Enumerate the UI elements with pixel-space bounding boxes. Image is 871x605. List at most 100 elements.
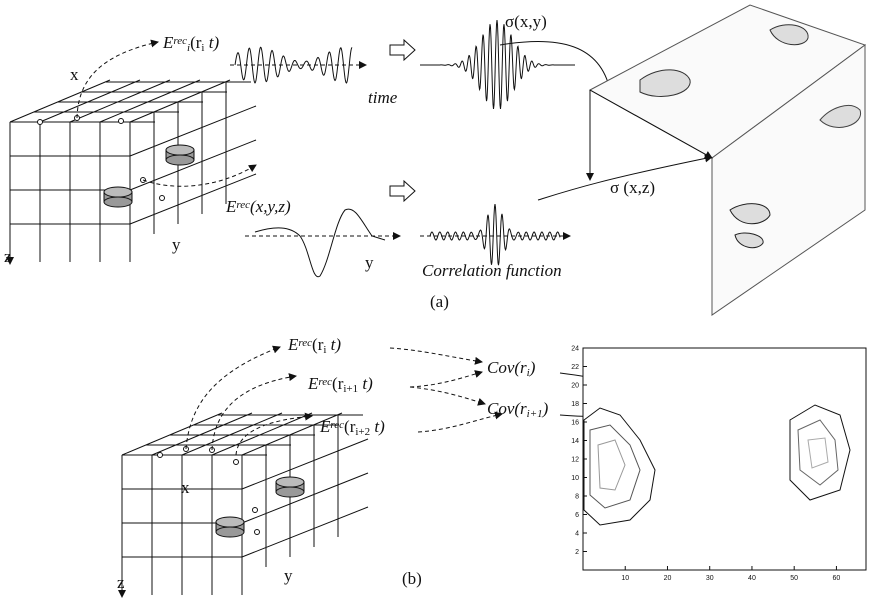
x-tick-label: 60 [833, 575, 841, 582]
line [100, 80, 200, 122]
formula-part: Cov [487, 358, 515, 377]
formula-part: rec [236, 199, 250, 211]
formula-part: t) [204, 33, 219, 52]
formula-part: E [162, 33, 174, 52]
panel-label: (a) [430, 292, 449, 311]
formula-part: t) [358, 374, 373, 393]
formula-part: ) [529, 358, 536, 377]
hollow-arrow [390, 181, 415, 201]
waveform [420, 20, 575, 109]
figure: 10203040506024681012141618202224Ereci(ri… [0, 0, 871, 605]
formula-part: (r [514, 399, 527, 418]
axis-label: x [70, 65, 79, 84]
dashed-arrow [410, 372, 482, 387]
formula-part: rec [330, 419, 344, 431]
y-tick-label: 20 [571, 383, 579, 390]
covariance-label: Cov(ri+1) [487, 399, 549, 420]
node [253, 508, 258, 513]
y-tick-label: 2 [575, 549, 579, 556]
node [119, 119, 124, 124]
axis-label: y [284, 566, 293, 585]
formula-part: rec [318, 376, 332, 388]
line [212, 413, 312, 455]
node [255, 530, 260, 535]
signal-label: Ereci(ri t) [162, 33, 219, 54]
y-tick-label: 18 [571, 401, 579, 408]
formula-part: (r [344, 417, 356, 436]
y-tick-label: 12 [571, 457, 579, 464]
line [242, 507, 368, 557]
y-tick-label: 10 [571, 475, 579, 482]
y-tick-label: 24 [571, 346, 579, 353]
node [160, 196, 165, 201]
cylinder [216, 527, 244, 537]
y-tick-label: 16 [571, 420, 579, 427]
formula-part: (r [312, 335, 324, 354]
signal-label: Erec(ri+1 t) [307, 374, 373, 395]
formula-part: E [287, 335, 299, 354]
axis-label: y [365, 253, 374, 272]
formula-part: (r [190, 33, 202, 52]
dashed-arrow [390, 348, 482, 362]
panel-label: (b) [402, 569, 422, 588]
axis-label: z [4, 247, 12, 266]
formula-part: (r [514, 358, 527, 377]
formula-part: i+2 [355, 426, 370, 438]
axis-label: z [117, 573, 125, 592]
y-tick-label: 4 [575, 531, 579, 538]
y-tick-label: 22 [571, 364, 579, 371]
cylinder [166, 155, 194, 165]
plot-frame [583, 348, 866, 570]
signal-label: Erec(x,y,z) [225, 197, 291, 216]
node [158, 453, 163, 458]
x-tick-label: 20 [664, 575, 672, 582]
axis-label: y [172, 235, 181, 254]
signal-label: Erec(ri t) [287, 335, 341, 356]
cylinder [104, 187, 132, 197]
cylinder [276, 477, 304, 487]
y-tick-label: 6 [575, 512, 579, 519]
line [182, 413, 282, 455]
node [38, 120, 43, 125]
formula-part: E [307, 374, 319, 393]
y-tick-label: 14 [571, 438, 579, 445]
caption: Correlation function [422, 261, 562, 280]
formula-part: i+1 [343, 383, 358, 395]
node [234, 460, 239, 465]
formula-part: rec [298, 337, 312, 349]
line [152, 413, 252, 455]
cylinder [216, 517, 244, 527]
formula-part: ) [542, 399, 549, 418]
axis-label: x [181, 478, 190, 497]
formula-part: t) [326, 335, 341, 354]
hollow-arrow [390, 40, 415, 60]
cylinder [104, 197, 132, 207]
formula-part: E [319, 417, 331, 436]
sigma-label: σ (x,z) [610, 178, 655, 197]
cylinder [276, 487, 304, 497]
x-tick-label: 50 [790, 575, 798, 582]
line [122, 413, 222, 455]
x-tick-label: 30 [706, 575, 714, 582]
line [242, 439, 368, 489]
covariance-label: Cov(ri) [487, 358, 536, 379]
y-tick-label: 8 [575, 494, 579, 501]
formula-part: i+1 [527, 408, 543, 420]
dashed-arrow [77, 42, 158, 118]
line [10, 80, 110, 122]
x-tick-label: 40 [748, 575, 756, 582]
dashed-arrow [410, 387, 485, 404]
signal-label: Erec(ri+2 t) [319, 417, 385, 438]
dashed-arrow [212, 376, 296, 450]
line [70, 80, 170, 122]
line [242, 473, 368, 523]
formula-part: Cov [487, 399, 515, 418]
formula-part: E [225, 197, 237, 216]
x-tick-label: 10 [621, 575, 629, 582]
formula-part: (r [332, 374, 344, 393]
formula-part: t) [370, 417, 385, 436]
formula-part: rec [173, 35, 187, 47]
cylinder [166, 145, 194, 155]
dashed-arrow [143, 165, 256, 186]
waveform [430, 204, 560, 265]
